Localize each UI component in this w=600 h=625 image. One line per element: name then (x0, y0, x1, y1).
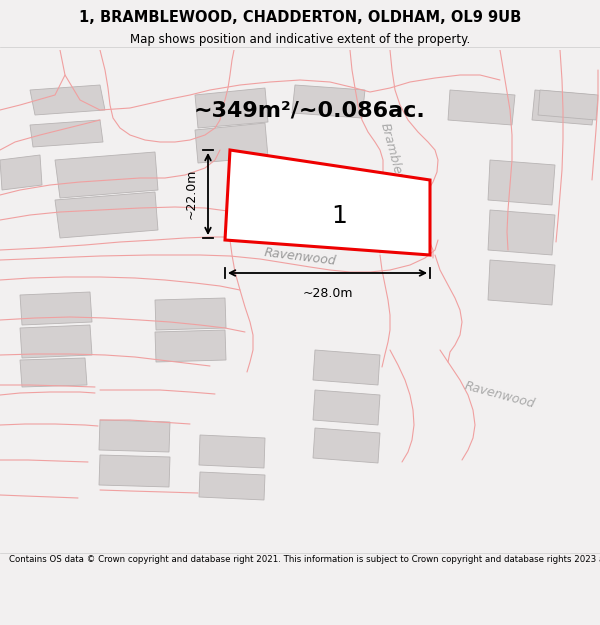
Polygon shape (20, 358, 87, 387)
Polygon shape (538, 90, 598, 120)
Polygon shape (195, 123, 268, 163)
Polygon shape (313, 390, 380, 425)
Text: Contains OS data © Crown copyright and database right 2021. This information is : Contains OS data © Crown copyright and d… (9, 554, 600, 564)
Polygon shape (155, 330, 226, 362)
Polygon shape (225, 150, 430, 255)
Polygon shape (55, 152, 158, 198)
Polygon shape (488, 160, 555, 205)
Polygon shape (0, 155, 42, 190)
Polygon shape (448, 90, 515, 125)
Polygon shape (30, 120, 103, 147)
Text: ~22.0m: ~22.0m (185, 169, 198, 219)
Text: Ravenwood: Ravenwood (463, 379, 537, 411)
Text: ~349m²/~0.086ac.: ~349m²/~0.086ac. (194, 100, 426, 120)
Polygon shape (55, 192, 158, 238)
Text: 1, BRAMBLEWOOD, CHADDERTON, OLDHAM, OL9 9UB: 1, BRAMBLEWOOD, CHADDERTON, OLDHAM, OL9 … (79, 10, 521, 25)
Text: Bramblewood: Bramblewood (377, 122, 412, 208)
Text: Map shows position and indicative extent of the property.: Map shows position and indicative extent… (130, 32, 470, 46)
Polygon shape (199, 472, 265, 500)
Polygon shape (99, 455, 170, 487)
Text: Ravenwood: Ravenwood (263, 246, 337, 268)
Polygon shape (488, 210, 555, 255)
Text: 1: 1 (331, 204, 347, 228)
Polygon shape (292, 85, 365, 118)
Polygon shape (195, 88, 268, 128)
Polygon shape (488, 260, 555, 305)
Polygon shape (313, 350, 380, 385)
Polygon shape (99, 420, 170, 452)
Polygon shape (20, 325, 92, 358)
Polygon shape (20, 292, 92, 325)
Polygon shape (313, 428, 380, 463)
Polygon shape (532, 90, 595, 125)
Polygon shape (155, 298, 226, 330)
Polygon shape (199, 435, 265, 468)
Text: ~28.0m: ~28.0m (302, 287, 353, 300)
Polygon shape (30, 85, 105, 115)
